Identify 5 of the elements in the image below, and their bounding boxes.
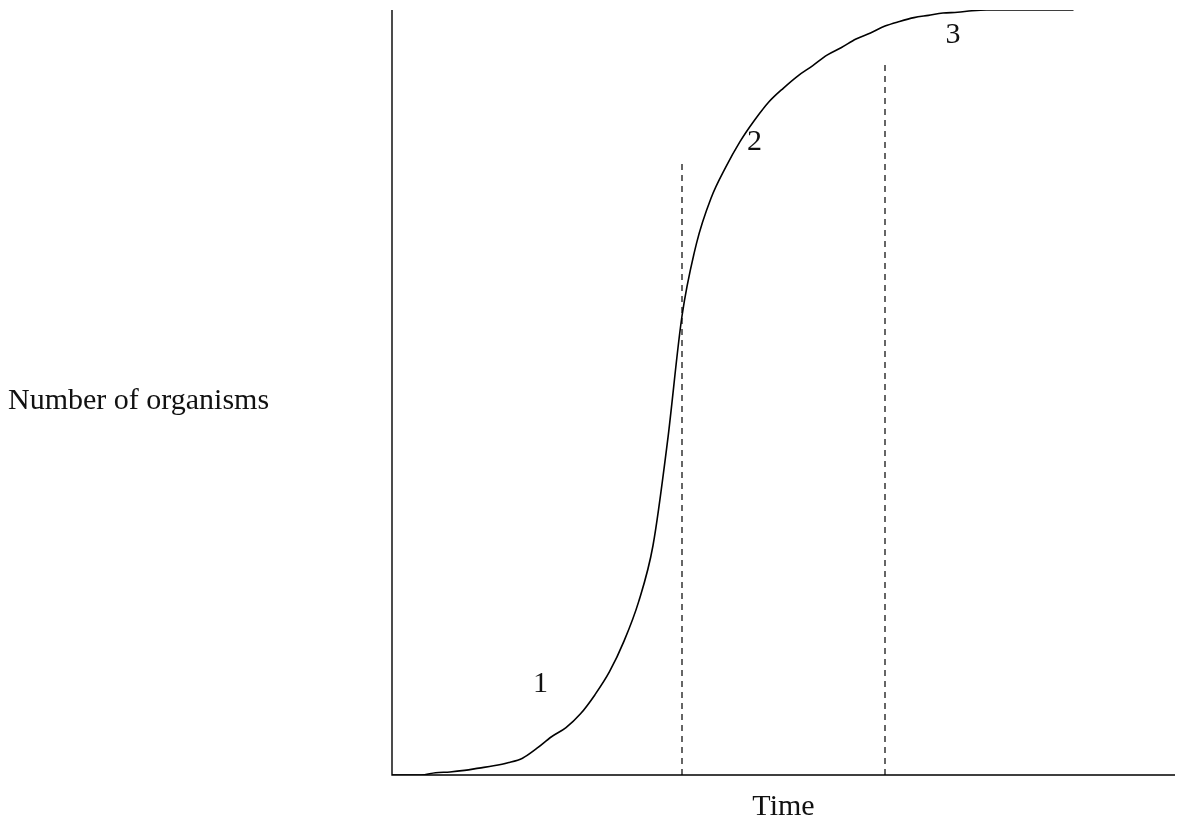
y-axis-title: Number of organisms	[8, 382, 270, 416]
annotation: 2	[747, 123, 762, 157]
annotation: 3	[945, 15, 961, 49]
x-axis-title: Time	[751, 788, 816, 822]
annotation: 1	[533, 664, 548, 698]
